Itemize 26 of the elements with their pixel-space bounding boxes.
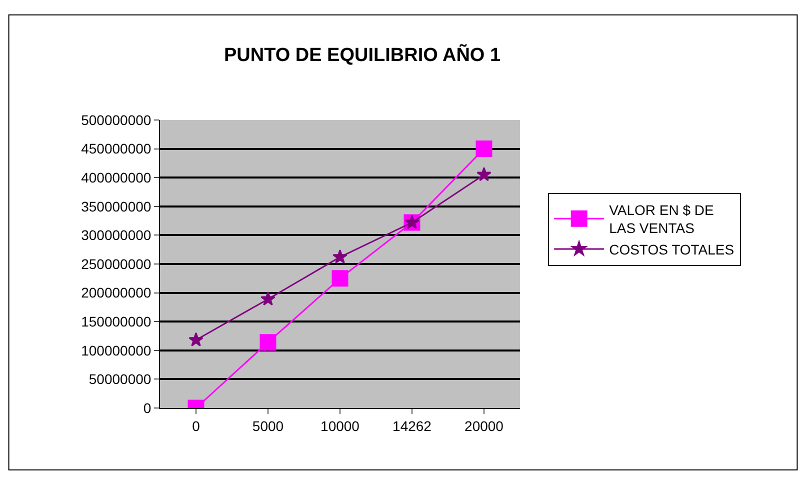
- legend-label: COSTOS TOTALES: [609, 241, 734, 258]
- x-tick-label: 20000: [464, 418, 504, 434]
- y-tick-label: 200000000: [81, 284, 152, 301]
- x-tick-label: 0: [192, 418, 200, 434]
- x-tick-label: 14262: [392, 418, 432, 434]
- point: [476, 166, 492, 182]
- y-tick-label: 300000000: [81, 227, 152, 244]
- y-tick-label: 450000000: [81, 140, 152, 157]
- point: [332, 270, 348, 287]
- y-tick-label: 400000000: [81, 170, 152, 186]
- legend-label: VALOR EN $ DE LAS VENTAS: [609, 202, 714, 236]
- y-tick-label: 0: [143, 400, 152, 416]
- point: [476, 140, 492, 158]
- y-tick-label: 50000000: [88, 371, 152, 388]
- point: [260, 291, 276, 306]
- x-tick-label: 10000: [320, 418, 360, 434]
- point: [260, 334, 276, 351]
- y-tick-label: 350000000: [81, 198, 152, 214]
- x-tick-label: 5000: [252, 418, 284, 434]
- y-tick-label: 250000000: [81, 256, 152, 272]
- chart-title: PUNTO DE EQUILIBRIO AÑO 1: [224, 44, 501, 66]
- y-tick-label: 100000000: [81, 342, 152, 358]
- y-tick-label: 500000000: [81, 112, 152, 128]
- y-tick-label: 150000000: [81, 314, 152, 330]
- point: [332, 249, 348, 264]
- point: [188, 332, 204, 346]
